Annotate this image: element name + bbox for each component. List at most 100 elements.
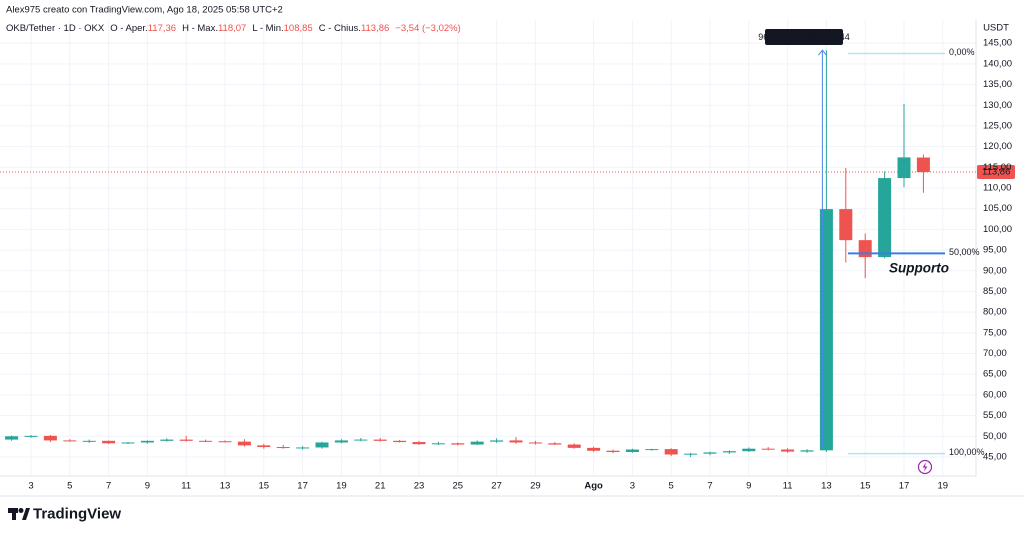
candle-body [703, 452, 717, 454]
brand-logo: TradingView [8, 505, 121, 522]
support-label: Supporto [889, 261, 949, 276]
x-tick-label: 11 [783, 481, 793, 492]
candle-body [819, 209, 833, 451]
x-tick-label: 11 [181, 481, 191, 492]
candle-body [24, 435, 38, 437]
x-tick-label: 13 [220, 481, 231, 492]
legend-text: 108,85 [284, 23, 313, 34]
candle-body [684, 453, 698, 455]
candle-body [373, 439, 387, 441]
candle-body [587, 447, 601, 451]
legend-text: −3,54 (−3,02%) [395, 23, 461, 34]
candle-body [179, 439, 193, 441]
last-price-tag [977, 165, 1015, 180]
x-tick-label: 7 [707, 481, 712, 492]
candle-body [451, 443, 465, 445]
y-tick-label: 100,00 [983, 224, 1012, 235]
x-tick-label: 23 [414, 481, 425, 492]
y-tick-label: 125,00 [983, 120, 1012, 131]
candle-body [509, 440, 523, 443]
x-tick-label: 27 [491, 481, 502, 492]
legend-text: 113,86 [361, 23, 389, 34]
legend-text: O - Aper. [110, 23, 148, 34]
plot: 0,00% 50,00% 100,00% Supporto 96,44 (207,18%… [0, 29, 1015, 457]
x-tick-label: 19 [938, 481, 949, 492]
x-tick-label: 9 [145, 481, 150, 492]
logo-shape [18, 508, 24, 513]
legend-text: 118,07 [218, 23, 246, 34]
candle-body [742, 448, 756, 452]
attribution: Alex975 creato con TradingView.com, Ago … [6, 5, 283, 16]
logo-shape [12, 508, 16, 520]
x-tick-label: 13 [821, 481, 832, 492]
candle-body [218, 441, 232, 443]
y-tick-label: 110,00 [983, 183, 1011, 194]
y-tick-label: 45,00 [983, 451, 1007, 462]
candle-body [800, 450, 814, 452]
x-tick-label: 5 [67, 481, 72, 492]
icon-circle [917, 459, 933, 475]
x-tick-label: 15 [259, 481, 270, 492]
candle-body [276, 447, 290, 449]
brand-name: TradingView [33, 505, 121, 522]
y-tick-label: 115,00 [983, 162, 1011, 173]
measure-label-box [765, 29, 843, 45]
y-tick-label: 90,00 [983, 265, 1007, 276]
candle-body [43, 435, 57, 441]
x-tick-label: 29 [530, 481, 541, 492]
candle-body [160, 439, 174, 441]
legend-text: L - Min. [252, 23, 283, 34]
candle-body [82, 440, 96, 442]
candle-body [5, 436, 19, 440]
candle-body [761, 448, 775, 450]
candle-body [354, 439, 368, 441]
candle-body [393, 440, 407, 443]
last-price-label: 113,86 [982, 167, 1010, 178]
candle-body [296, 447, 310, 449]
candle-body [63, 440, 77, 442]
candle-body [606, 450, 620, 452]
measure-label: 96,44 (207,18%) 9.644 [758, 32, 850, 42]
y-tick-label: 85,00 [983, 286, 1007, 297]
y-tick-label: 55,00 [983, 410, 1007, 421]
candle-body [645, 449, 659, 451]
candle-body [237, 441, 251, 446]
candle-body [916, 157, 930, 173]
grid [0, 20, 976, 476]
candle-body [431, 443, 445, 445]
candle-body [140, 440, 154, 443]
candle-body [839, 209, 853, 241]
fib-level-label: 0,00% [949, 47, 975, 57]
y-tick-label: 80,00 [983, 307, 1007, 318]
legend-text: C - Chius. [319, 23, 361, 34]
legend-text: H - Max. [182, 23, 218, 34]
candle-body [567, 444, 581, 448]
x-tick-label: 3 [28, 481, 33, 492]
x-tick-label: 7 [106, 481, 111, 492]
currency: USDT [983, 23, 1009, 34]
candle-body [470, 441, 484, 445]
x-tick-label: 17 [899, 481, 910, 492]
candle-body [722, 451, 736, 453]
x-tick-label: 21 [375, 481, 386, 492]
logo-shape [22, 508, 30, 520]
y-tick-label: 60,00 [983, 389, 1007, 400]
y-tick-label: 75,00 [983, 327, 1007, 338]
x-tick-label: Ago [584, 481, 603, 492]
x-tick-label: 25 [453, 481, 464, 492]
candle-body [199, 440, 213, 442]
candle-body [878, 178, 892, 258]
candle-body [121, 442, 135, 444]
candle-body [315, 442, 329, 448]
candle-body [664, 449, 678, 455]
y-tick-label: 140,00 [983, 58, 1012, 69]
y-tick-label: 105,00 [983, 203, 1012, 214]
measure-arrow [818, 49, 827, 56]
candle-body [858, 240, 872, 258]
y-tick-label: 70,00 [983, 348, 1007, 359]
symbol-legend: OKB/Tether · 1D · OKX O - Aper.117,36 H - … [6, 23, 461, 34]
x-tick-label: 19 [336, 481, 347, 492]
candle-body [781, 449, 795, 452]
